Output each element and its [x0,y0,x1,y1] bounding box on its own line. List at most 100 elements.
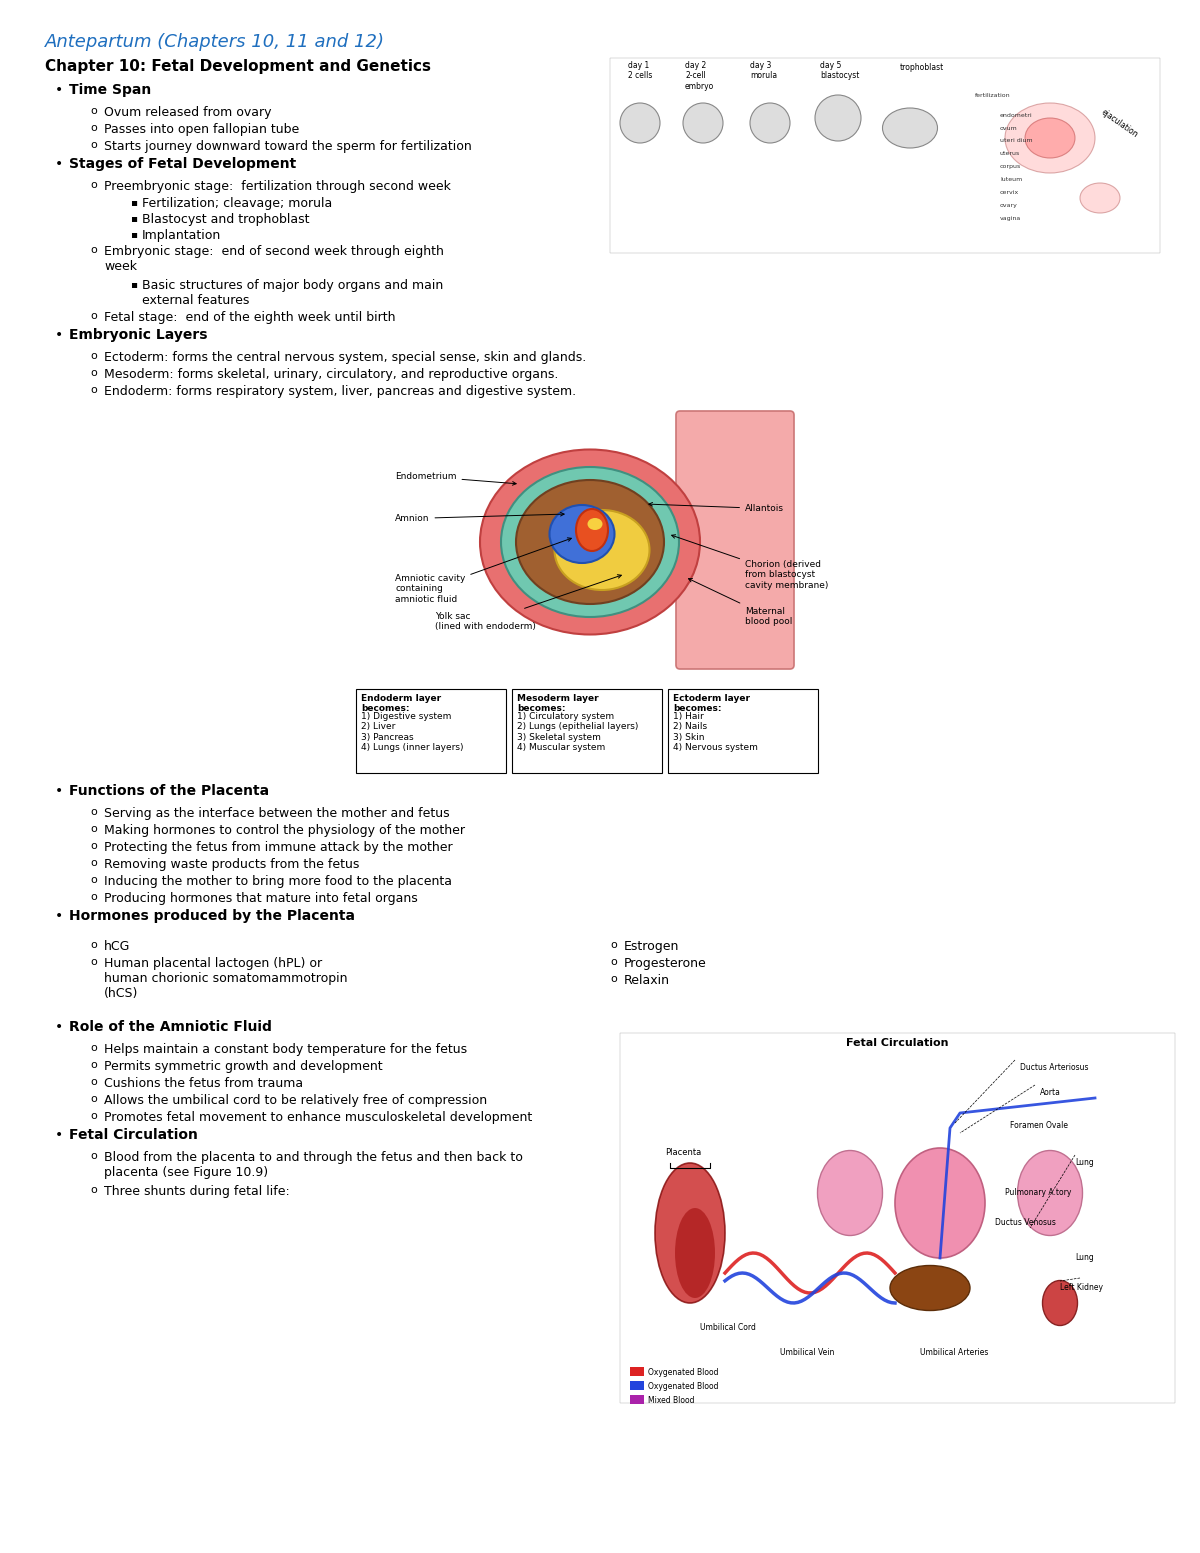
Text: o: o [90,1076,97,1087]
Text: Cushions the fetus from trauma: Cushions the fetus from trauma [104,1076,304,1090]
Ellipse shape [1080,183,1120,213]
Text: Making hormones to control the physiology of the mother: Making hormones to control the physiolog… [104,825,466,837]
Text: o: o [90,957,97,968]
Ellipse shape [576,509,608,551]
Text: Aorta: Aorta [1040,1089,1061,1096]
Text: Human placental lactogen (hPL) or
human chorionic somatomammotropin
(hCS): Human placental lactogen (hPL) or human … [104,957,348,1000]
Ellipse shape [480,449,700,635]
Text: Oxygenated Blood: Oxygenated Blood [648,1382,719,1391]
Text: o: o [90,825,97,834]
Text: cervix: cervix [1000,189,1019,196]
Text: o: o [610,940,617,950]
Text: ▪: ▪ [130,197,137,207]
Text: ejaculation: ejaculation [1100,109,1140,140]
Text: Mesoderm: forms skeletal, urinary, circulatory, and reproductive organs.: Mesoderm: forms skeletal, urinary, circu… [104,368,558,380]
Text: Chorion (derived
from blastocyst
cavity membrane): Chorion (derived from blastocyst cavity … [672,534,828,590]
Text: Foramen Ovale: Foramen Ovale [1010,1121,1068,1131]
Text: Passes into open fallopian tube: Passes into open fallopian tube [104,123,299,137]
Ellipse shape [550,505,614,564]
Text: Endoderm: forms respiratory system, liver, pancreas and digestive system.: Endoderm: forms respiratory system, live… [104,385,576,398]
Text: Promotes fetal movement to enhance musculoskeletal development: Promotes fetal movement to enhance muscu… [104,1110,533,1124]
Ellipse shape [882,109,937,148]
Text: o: o [90,857,97,868]
Text: Ectoderm: forms the central nervous system, special sense, skin and glands.: Ectoderm: forms the central nervous syst… [104,351,587,363]
Ellipse shape [1043,1281,1078,1326]
Text: Role of the Amniotic Fluid: Role of the Amniotic Fluid [70,1020,272,1034]
Text: Placenta: Placenta [665,1148,701,1157]
Text: o: o [90,1185,97,1194]
Text: o: o [90,385,97,394]
Text: vagina: vagina [1000,216,1021,221]
Ellipse shape [895,1148,985,1258]
Text: Fetal Circulation: Fetal Circulation [70,1127,198,1141]
Text: ▪: ▪ [130,280,137,289]
FancyBboxPatch shape [610,57,1160,253]
Text: o: o [90,874,97,885]
Text: Allantois: Allantois [649,503,784,512]
Text: o: o [90,368,97,377]
Bar [630,1381,644,1390]
Text: Hormones produced by the Placenta: Hormones produced by the Placenta [70,909,355,922]
Text: Ectoderm layer
becomes:: Ectoderm layer becomes: [673,694,750,713]
Text: •: • [55,1020,64,1034]
Text: o: o [90,311,97,321]
Text: Lung: Lung [1075,1253,1093,1263]
Text: Blood from the placenta to and through the fetus and then back to
placenta (see : Blood from the placenta to and through t… [104,1151,523,1179]
Text: Allows the umbilical cord to be relatively free of compression: Allows the umbilical cord to be relative… [104,1093,487,1107]
Text: Inducing the mother to bring more food to the placenta: Inducing the mother to bring more food t… [104,874,452,888]
Text: •: • [55,1127,64,1141]
Text: Producing hormones that mature into fetal organs: Producing hormones that mature into feta… [104,891,418,905]
Text: o: o [90,106,97,116]
Text: luteum: luteum [1000,177,1022,182]
Text: endometri: endometri [1000,113,1033,118]
Text: Estrogen: Estrogen [624,940,679,954]
Text: Yolk sac
(lined with endoderm): Yolk sac (lined with endoderm) [436,575,622,632]
Ellipse shape [674,1208,715,1298]
Text: Amniotic cavity
containing
amniotic fluid: Amniotic cavity containing amniotic flui… [395,537,571,604]
Text: Preembryonic stage:  fertilization through second week: Preembryonic stage: fertilization throug… [104,180,451,193]
Text: Pulmonary A.tory: Pulmonary A.tory [1006,1188,1072,1197]
Text: o: o [90,1151,97,1162]
Text: •: • [55,909,64,922]
Text: o: o [90,245,97,255]
Text: o: o [610,957,617,968]
Bar [630,1395,644,1404]
Text: Oxygenated Blood: Oxygenated Blood [648,1368,719,1378]
FancyBboxPatch shape [668,690,818,773]
Circle shape [683,102,722,143]
Text: day 2
2-cell
embryo: day 2 2-cell embryo [685,61,714,90]
Ellipse shape [1006,102,1096,172]
Text: Ovum released from ovary: Ovum released from ovary [104,106,271,120]
Text: o: o [90,180,97,189]
Ellipse shape [516,480,664,604]
Text: Umbilical Vein: Umbilical Vein [780,1348,834,1357]
Text: Relaxin: Relaxin [624,974,670,988]
Text: •: • [55,82,64,96]
FancyBboxPatch shape [620,1033,1175,1402]
Text: Embryonic Layers: Embryonic Layers [70,328,208,342]
Text: Fetal Circulation: Fetal Circulation [846,1037,948,1048]
Text: day 1
2 cells: day 1 2 cells [628,61,653,81]
Text: •: • [55,328,64,342]
Text: Antepartum (Chapters 10, 11 and 12): Antepartum (Chapters 10, 11 and 12) [46,33,385,51]
Text: ovary: ovary [1000,203,1018,208]
Text: Lung: Lung [1075,1159,1093,1166]
Text: Fertilization; cleavage; morula: Fertilization; cleavage; morula [142,197,332,210]
Circle shape [750,102,790,143]
Text: •: • [55,157,64,171]
Text: Endoderm layer
becomes:: Endoderm layer becomes: [361,694,442,713]
Text: ▪: ▪ [130,228,137,239]
Text: o: o [90,1061,97,1070]
Circle shape [620,102,660,143]
Text: Stages of Fetal Development: Stages of Fetal Development [70,157,296,171]
Ellipse shape [817,1151,882,1236]
Text: Ductus Arteriosus: Ductus Arteriosus [1020,1062,1088,1072]
Text: ovum: ovum [1000,126,1018,130]
Text: o: o [90,808,97,817]
Text: uterus: uterus [1000,151,1020,155]
Text: Three shunts during fetal life:: Three shunts during fetal life: [104,1185,289,1197]
Text: Embryonic stage:  end of second week through eighth
week: Embryonic stage: end of second week thro… [104,245,444,273]
Text: o: o [610,974,617,985]
Text: Left Kidney: Left Kidney [1060,1283,1103,1292]
Text: o: o [90,940,97,950]
